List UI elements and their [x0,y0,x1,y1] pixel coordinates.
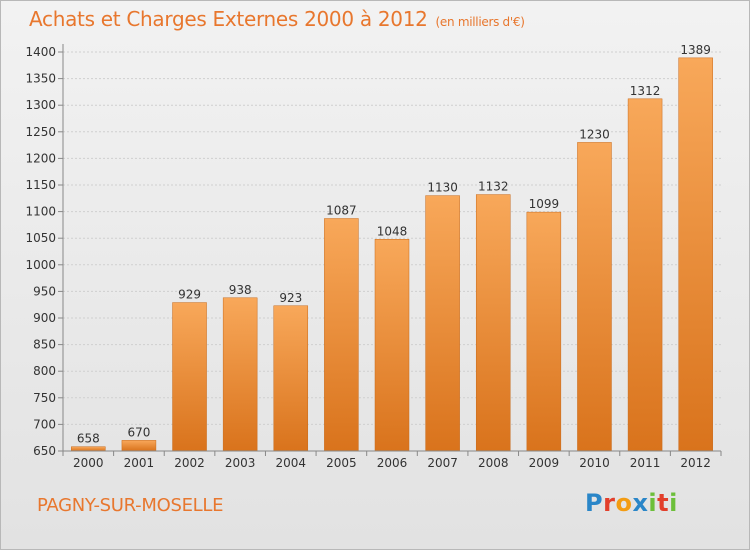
y-tick-label: 1400 [25,45,56,59]
y-tick-label: 750 [33,391,56,405]
chart-title: Achats et Charges Externes 2000 à 2012 (e… [29,7,525,31]
value-label-2006: 1048 [377,224,408,238]
bar-2006 [374,239,410,452]
value-label-2000: 658 [77,432,100,446]
bar-2007 [425,195,460,452]
x-tick-label-2012: 2012 [680,456,711,470]
x-tick-label-2009: 2009 [529,456,560,470]
bars: 658 670 929 938 923 1087 1048 1130 1132 1099 1230 1… [71,43,713,452]
commune-name: PAGNY-SUR-MOSELLE [37,495,224,516]
y-tick-label: 1350 [25,72,56,86]
value-label-2001: 670 [127,425,150,439]
x-tick-label-2001: 2001 [124,456,155,470]
value-label-2003: 938 [229,283,252,297]
x-tick-label-2002: 2002 [174,456,205,470]
x-tick-label-2003: 2003 [225,456,256,470]
bar-2003 [222,297,258,452]
value-label-2007: 1130 [427,181,458,195]
axes: 650 700 750 800 850 900 950 1000 1050 1100 1150 120… [25,44,722,470]
bar-2009 [526,211,562,452]
x-tick-label-2006: 2006 [377,456,408,470]
y-tick-label: 1000 [25,258,56,272]
logo-letter: i [669,489,678,517]
bar-2008 [475,194,511,452]
bar-2011 [627,98,663,452]
logo-letter: x [632,489,649,517]
y-tick-label: 850 [33,338,56,352]
x-tick-label-2011: 2011 [630,456,661,470]
x-tick-label-2005: 2005 [326,456,357,470]
bar-2000 [71,446,106,452]
bar-chart: 658 670 929 938 923 1087 1048 1130 1132 1099 1230 1… [25,43,722,470]
y-tick-label: 1100 [25,205,56,219]
bar-2004 [273,305,309,452]
x-tick-label-2004: 2004 [275,456,306,470]
y-tick-label: 1050 [25,231,56,245]
logo-letter: t [657,489,670,517]
bar-2012 [678,57,713,452]
x-tick-label-2008: 2008 [478,456,509,470]
x-tick-label-2007: 2007 [427,456,458,470]
y-tick-label: 900 [33,311,56,325]
logo-letter: i [648,489,658,517]
value-label-2012: 1389 [680,43,711,57]
value-label-2002: 929 [178,288,201,302]
proxiti-logo: Proxiti [585,489,678,517]
value-label-2011: 1312 [630,84,661,98]
x-tick-label-2000: 2000 [73,456,104,470]
y-tick-label: 1250 [25,125,56,139]
y-tick-label: 800 [33,364,56,378]
y-tick-label: 650 [33,444,56,458]
y-tick-label: 1300 [25,98,56,112]
chart-title-text: Achats et Charges Externes 2000 à 2012 [29,7,428,31]
value-label-2009: 1099 [529,197,560,211]
bar-2010 [577,142,612,452]
bar-2005 [324,218,359,452]
bar-2002 [172,302,207,452]
y-tick-label: 950 [33,284,56,298]
y-tick-label: 700 [33,417,56,431]
x-tick-label-2010: 2010 [579,456,610,470]
logo-letter: r [603,489,616,517]
value-label-2008: 1132 [478,180,509,194]
logo-letter: o [615,489,633,517]
chart-unit: (en milliers d'€) [435,15,525,29]
bar-2001 [121,440,157,452]
value-label-2005: 1087 [326,204,357,218]
value-label-2010: 1230 [579,127,610,141]
y-tick-label: 1150 [25,178,56,192]
value-label-2004: 923 [279,291,302,305]
logo-letter: P [585,489,604,517]
y-tick-label: 1200 [25,151,56,165]
